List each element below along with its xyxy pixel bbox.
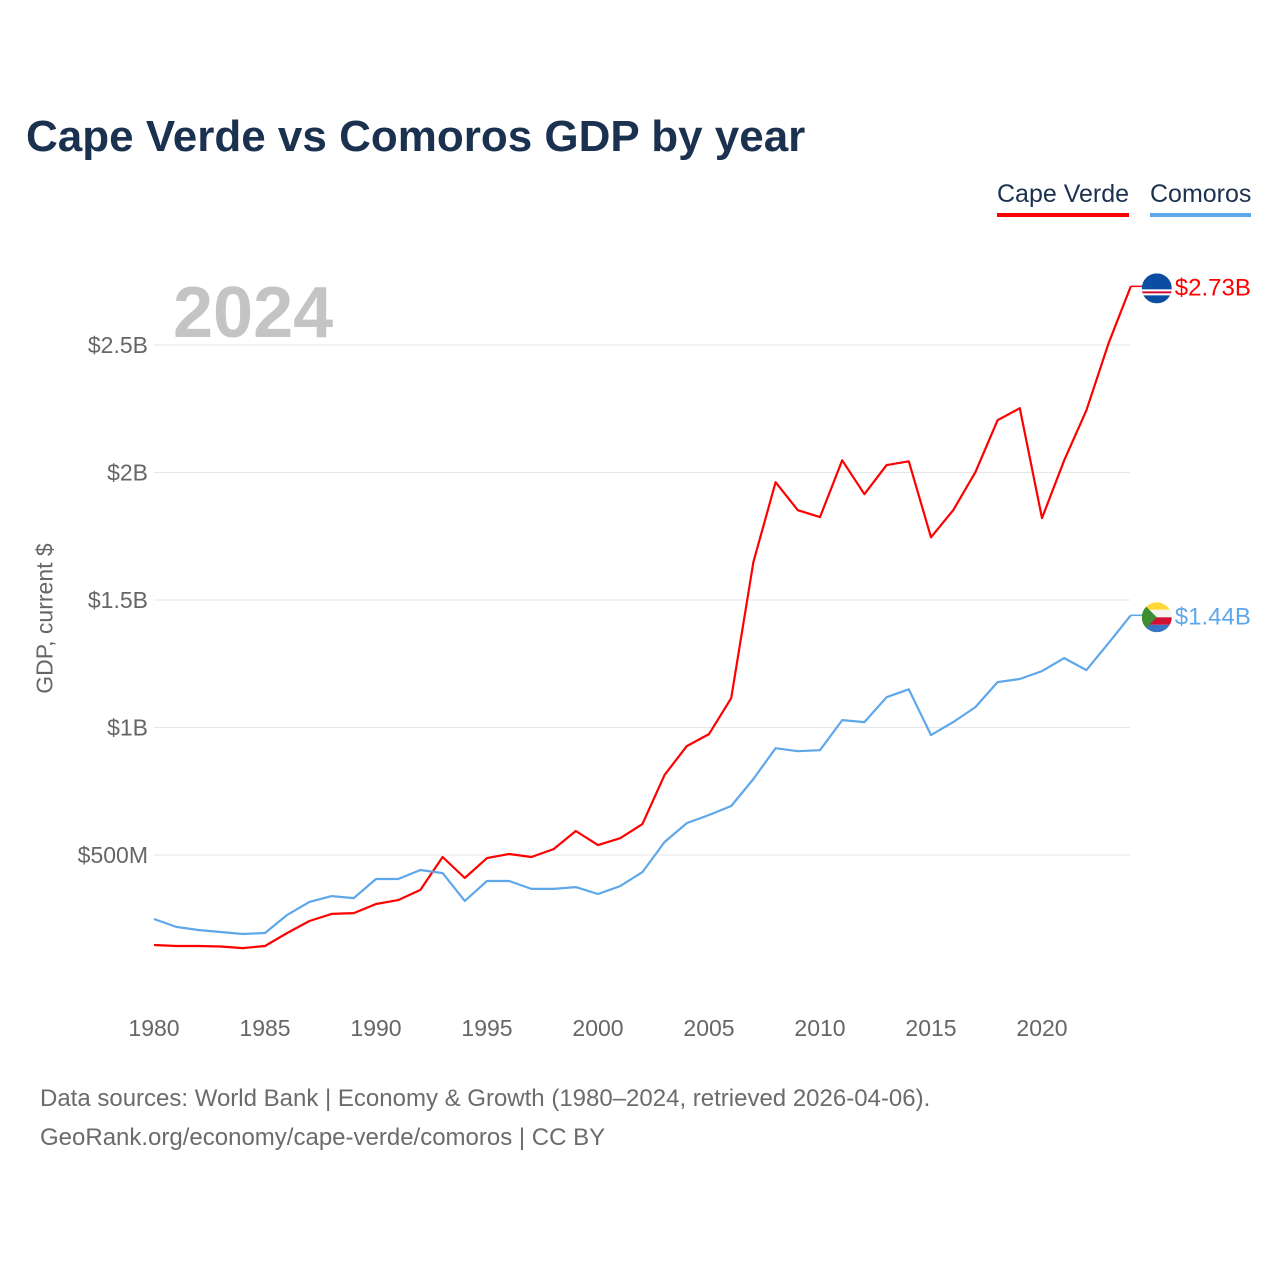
flag-stripe [1141,617,1172,625]
flag-body [1141,602,1172,633]
y-tick-label: $2.5B [88,332,148,358]
x-tick-label: 2010 [794,1015,845,1041]
x-tick-label: 2020 [1016,1015,1067,1041]
legend-cape-verde[interactable]: Cape Verde [997,180,1130,217]
y-tick-label: $1B [107,715,148,741]
x-tick-label: 2005 [683,1015,734,1041]
x-tick-label: 1980 [128,1015,179,1041]
flag-stripe [1141,609,1172,618]
x-tick-label: 2015 [905,1015,956,1041]
series-line-cape-verde [153,285,1132,950]
flag-stripe [1141,291,1172,294]
y-tick-label: $1.5B [88,587,148,613]
highlight-year: 2024 [173,273,334,353]
x-tick-label: 1995 [461,1015,512,1041]
legend-comoros[interactable]: Comoros [1150,180,1252,217]
y-tick-label: $2B [107,460,148,486]
x-tick-label: 1985 [239,1015,290,1041]
end-value-label: $1.44B [1175,603,1251,630]
flag-stripe [1141,602,1172,610]
end-value-label: $2.73B [1175,274,1251,301]
cape-verde-flag-icon [1141,273,1172,304]
chart-title: Cape Verde vs Comoros GDP by year [26,112,806,161]
footer-link[interactable]: GeoRank.org/economy/cape-verde/comoros |… [40,1124,606,1151]
footer-sources: Data sources: World Bank | Economy & Gro… [40,1085,931,1112]
flag-triangle [1141,602,1157,633]
flag-body [1141,273,1172,304]
x-tick-label: 2000 [572,1015,623,1041]
flag-bg [1141,273,1172,304]
y-tick-label: $500M [78,842,148,868]
flag-stripe [1141,624,1172,633]
series-line-comoros [153,614,1132,936]
x-tick-label: 1990 [350,1015,401,1041]
comoros-flag-icon [1141,602,1172,633]
